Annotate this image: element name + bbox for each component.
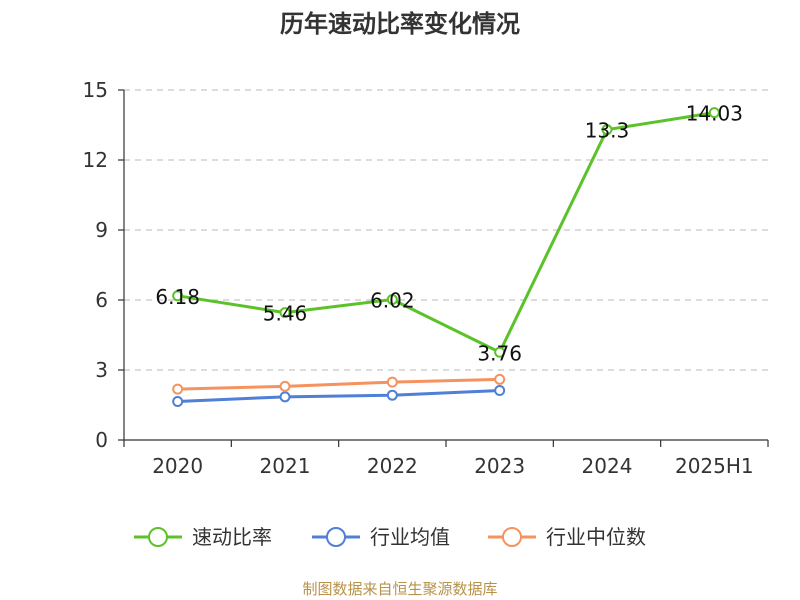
- y-tick-label: 0: [95, 428, 108, 452]
- data-point: [494, 346, 506, 358]
- x-tick-label: 2023: [474, 454, 525, 478]
- x-tick-label: 2021: [260, 454, 311, 478]
- legend-item-2: 行业中位数: [488, 525, 646, 549]
- legend-label: 行业均值: [370, 525, 450, 549]
- data-label: 3.76: [477, 341, 522, 365]
- x-tick-label: 2024: [582, 454, 633, 478]
- legend-label: 行业中位数: [546, 525, 646, 549]
- data-point: [172, 290, 184, 302]
- data-point: [601, 124, 613, 136]
- data-point: [279, 391, 291, 403]
- legend: 速动比率 行业均值 行业中位数: [134, 525, 646, 549]
- y-tick-label: 15: [83, 78, 108, 102]
- series-1: [172, 385, 506, 407]
- data-point: [279, 380, 291, 392]
- x-tick-label: 2020: [152, 454, 203, 478]
- legend-marker: [148, 527, 168, 547]
- data-point: [386, 389, 398, 401]
- series-0: 6.18 5.46 6.02 3.76 13.3 14.03: [155, 102, 743, 366]
- series-2: [172, 373, 506, 395]
- data-label: 14.03: [686, 102, 743, 126]
- legend-item-1: 行业均值: [312, 525, 450, 549]
- series-line: [177, 111, 715, 354]
- data-point: [386, 376, 398, 388]
- series-line: [177, 377, 500, 391]
- data-label: 13.3: [585, 119, 630, 143]
- data-point: [494, 373, 506, 385]
- y-tick-label: 9: [95, 218, 108, 242]
- data-label: 5.46: [263, 302, 308, 326]
- data-label: 6.02: [370, 289, 415, 313]
- x-tick-label: 2025H1: [675, 454, 754, 478]
- legend-marker: [326, 527, 346, 547]
- y-tick-label: 12: [83, 148, 108, 172]
- data-point: [279, 307, 291, 319]
- legend-marker: [502, 527, 522, 547]
- gridlines: [124, 89, 768, 371]
- data-point: [172, 396, 184, 407]
- y-tick-label: 3: [95, 358, 108, 382]
- data-point: [494, 385, 506, 397]
- data-label: 6.18: [155, 285, 200, 309]
- legend-item-0: 速动比率: [134, 525, 272, 549]
- axes: 0 3 6 9 12 15 2020 2021 2022 2023 2024 2025H1: [83, 78, 769, 478]
- data-point: [708, 107, 720, 119]
- legend-label: 速动比率: [192, 525, 272, 549]
- data-point: [386, 294, 398, 306]
- source-note: 制图数据来自恒生聚源数据库: [302, 580, 497, 598]
- data-point: [172, 383, 184, 395]
- series-group: 6.18 5.46 6.02 3.76 13.3 14.03: [155, 102, 743, 407]
- y-tick-label: 6: [95, 288, 108, 312]
- x-tick-label: 2022: [367, 454, 418, 478]
- series-line: [177, 389, 500, 403]
- chart-title: 历年速动比率变化情况: [280, 10, 520, 38]
